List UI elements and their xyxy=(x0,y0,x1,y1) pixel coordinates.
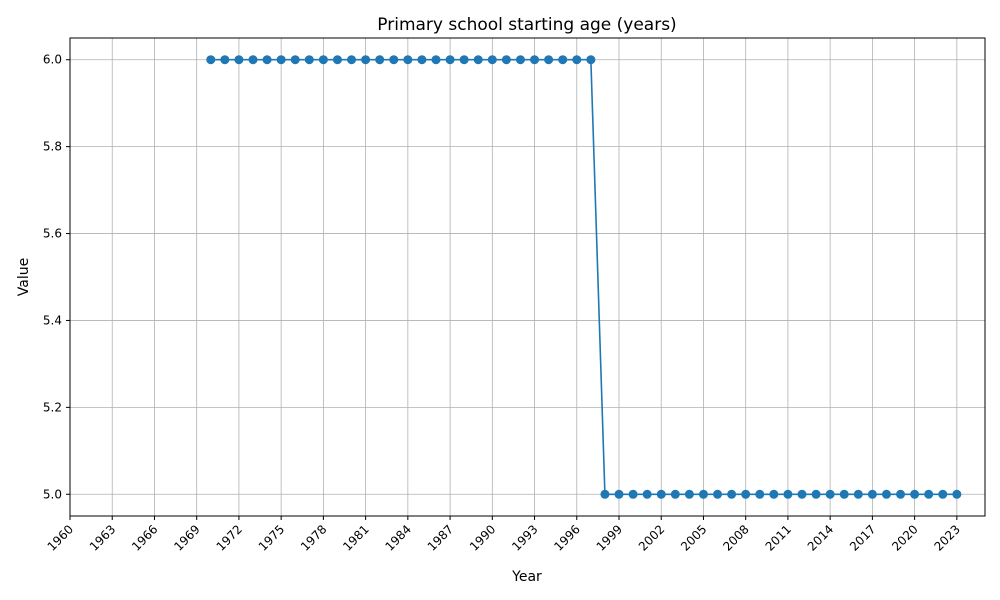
data-point xyxy=(375,55,385,65)
data-point xyxy=(755,489,765,499)
data-point xyxy=(347,55,357,65)
data-point xyxy=(769,489,779,499)
x-tick-label: 1963 xyxy=(87,522,118,553)
y-tick-label: 5.8 xyxy=(43,140,62,154)
chart-title: Primary school starting age (years) xyxy=(377,15,676,35)
data-point xyxy=(445,55,455,65)
x-tick-label: 1990 xyxy=(467,522,498,553)
y-tick-label: 6.0 xyxy=(43,53,62,67)
data-point xyxy=(867,489,877,499)
x-tick-label: 1999 xyxy=(594,522,625,553)
data-point xyxy=(642,489,652,499)
plot-frame xyxy=(69,37,986,517)
series-group xyxy=(206,55,962,499)
x-tick-label: 2008 xyxy=(720,522,751,553)
data-point xyxy=(431,55,441,65)
data-point xyxy=(896,489,906,499)
data-point xyxy=(304,55,314,65)
data-point xyxy=(825,489,835,499)
data-point xyxy=(727,489,737,499)
y-tick-label: 5.0 xyxy=(43,487,62,501)
y-tick-label: 5.4 xyxy=(43,313,62,327)
data-point xyxy=(262,55,272,65)
data-point xyxy=(741,489,751,499)
data-point xyxy=(684,489,694,499)
y-tick-label: 5.2 xyxy=(43,400,62,414)
data-point xyxy=(558,55,568,65)
data-point xyxy=(290,55,300,65)
data-point xyxy=(670,489,680,499)
x-tick-label: 1966 xyxy=(129,522,160,553)
x-tick-label: 1960 xyxy=(45,522,76,553)
data-point xyxy=(656,489,666,499)
x-axis-label: Year xyxy=(511,569,542,585)
data-point xyxy=(797,489,807,499)
data-point xyxy=(924,489,934,499)
x-tick-label: 1978 xyxy=(298,522,329,553)
data-point xyxy=(614,489,624,499)
data-point xyxy=(403,55,413,65)
x-tick-label: 1996 xyxy=(551,522,582,553)
data-point xyxy=(515,55,525,65)
data-point xyxy=(473,55,483,65)
x-tick-label: 1972 xyxy=(214,522,245,553)
data-point xyxy=(853,489,863,499)
data-point xyxy=(586,55,596,65)
data-point xyxy=(938,489,948,499)
x-tick-label: 1969 xyxy=(171,522,202,553)
x-tick-label: 1984 xyxy=(382,522,413,553)
data-point xyxy=(783,489,793,499)
x-tick-label: 2002 xyxy=(636,522,667,553)
data-point xyxy=(530,55,540,65)
data-point xyxy=(952,489,962,499)
x-tick-label: 2017 xyxy=(847,522,878,553)
data-point xyxy=(459,55,469,65)
data-point xyxy=(234,55,244,65)
x-tick-label: 2011 xyxy=(763,522,794,553)
data-point xyxy=(501,55,511,65)
x-tick-label: 2020 xyxy=(889,522,920,553)
data-point xyxy=(881,489,891,499)
data-point xyxy=(811,489,821,499)
data-point xyxy=(487,55,497,65)
x-tick-label: 2005 xyxy=(678,522,709,553)
data-point xyxy=(698,489,708,499)
data-point xyxy=(572,55,582,65)
x-tick-label: 1987 xyxy=(425,522,456,553)
data-point xyxy=(389,55,399,65)
y-axis-ticks: 5.0 5.2 5.4 5.6 5.8 6.0 xyxy=(43,53,70,501)
x-tick-label: 1981 xyxy=(340,522,371,553)
data-point xyxy=(417,55,427,65)
data-point xyxy=(713,489,723,499)
x-axis-ticks: 1960 1963 1966 1969 1972 1975 1978 1981 1984 1987… xyxy=(45,516,963,554)
data-point xyxy=(361,55,371,65)
y-tick-label: 5.6 xyxy=(43,227,62,241)
x-tick-label: 1975 xyxy=(256,522,287,553)
y-gridlines xyxy=(70,59,985,495)
data-point xyxy=(600,489,610,499)
data-point xyxy=(628,489,638,499)
x-gridlines xyxy=(69,38,958,516)
x-tick-label: 2014 xyxy=(805,522,836,553)
data-point xyxy=(276,55,286,65)
series-line xyxy=(210,58,957,496)
x-tick-label: 1993 xyxy=(509,522,540,553)
y-axis-label: Value xyxy=(16,258,32,296)
data-point xyxy=(318,55,328,65)
data-point xyxy=(910,489,920,499)
data-point xyxy=(332,55,342,65)
data-point xyxy=(248,55,258,65)
data-point xyxy=(544,55,554,65)
data-point xyxy=(220,55,230,65)
data-point xyxy=(206,55,216,65)
data-point xyxy=(839,489,849,499)
x-tick-label: 2023 xyxy=(931,522,962,553)
